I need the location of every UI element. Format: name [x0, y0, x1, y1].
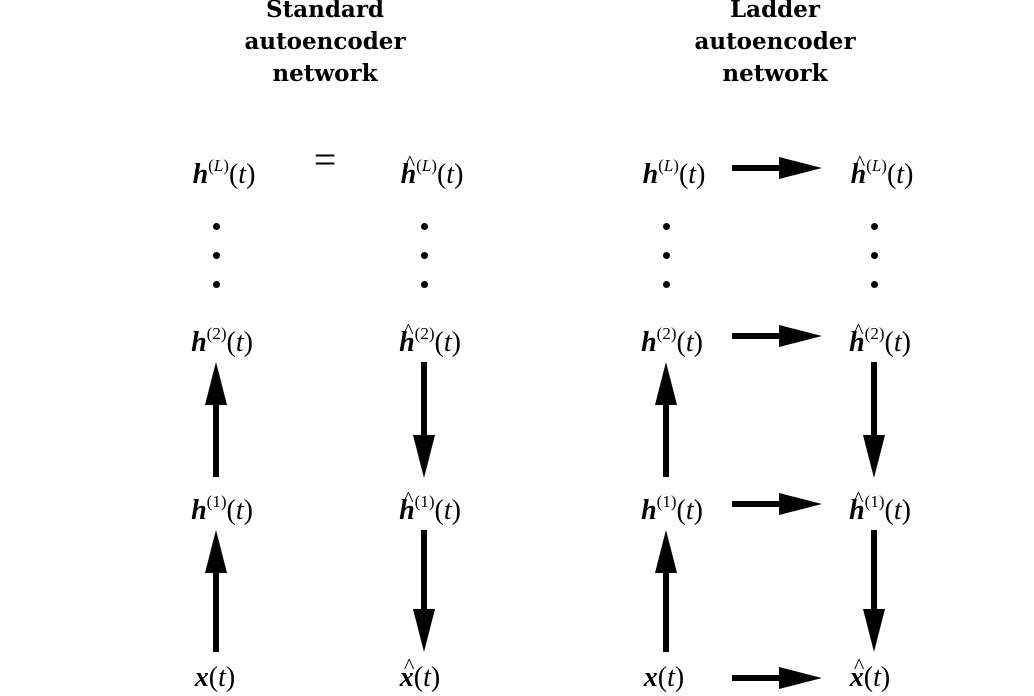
- ladder-encoder-top-label: h(L)(t): [642, 156, 706, 190]
- lateral-arrow-h2: [732, 325, 822, 347]
- standard-decoder-output-label: x(t): [350, 648, 490, 696]
- ladder-decoder-h2-label: h(2)(t): [810, 313, 950, 361]
- ellipsis-dot: [663, 252, 670, 259]
- ladder-decoder-top-label: h(L)(t): [812, 145, 952, 193]
- arrow-up-h1-to-h2: [655, 362, 677, 477]
- arrow-up-h1-to-h2: [205, 362, 227, 477]
- ellipsis-dot: [421, 223, 428, 230]
- ellipsis-dot: [213, 281, 220, 288]
- arrow-down-h1hat-to-xhat: [863, 530, 885, 652]
- standard-decoder-h2-label: h(2)(t): [360, 313, 500, 361]
- ellipsis-dot: [421, 281, 428, 288]
- ladder-encoder-input-label: x(t): [643, 662, 685, 693]
- standard-encoder-h1-label: h(1)(t): [191, 492, 253, 526]
- ladder-encoder-h1-label: h(1)(t): [641, 492, 703, 526]
- ellipsis-dot: [871, 223, 878, 230]
- arrow-up-x-to-h1: [205, 530, 227, 652]
- ladder-decoder-output-label: x(t): [800, 648, 940, 696]
- ladder-decoder-h1-label: h(1)(t): [810, 481, 950, 529]
- ladder-encoder-h2-label: h(2)(t): [641, 324, 703, 358]
- lateral-arrow-h1: [732, 493, 822, 515]
- ellipsis-dot: [213, 223, 220, 230]
- arrow-up-x-to-h1: [655, 530, 677, 652]
- standard-decoder-top-label: h(L)(t): [362, 145, 502, 193]
- ladder-network-title: Ladder autoencoder network: [694, 0, 856, 87]
- standard-decoder-h1-label: h(1)(t): [360, 481, 500, 529]
- ellipsis-dot: [213, 252, 220, 259]
- arrow-down-h2hat-to-h1hat: [413, 362, 435, 478]
- lateral-arrow-top: [732, 157, 822, 179]
- standard-encoder-h2-label: h(2)(t): [191, 324, 253, 358]
- lateral-arrow-input: [732, 667, 822, 689]
- arrow-down-h2hat-to-h1hat: [863, 362, 885, 478]
- standard-network-title: Standard autoencoder network: [244, 0, 406, 87]
- standard-encoder-top-label: h(L)(t): [192, 156, 256, 190]
- ellipsis-dot: [663, 281, 670, 288]
- standard-encoder-input-label: x(t): [194, 662, 236, 693]
- ellipsis-dot: [871, 252, 878, 259]
- ellipsis-dot: [421, 252, 428, 259]
- arrow-down-h1hat-to-xhat: [413, 530, 435, 652]
- ellipsis-dot: [663, 223, 670, 230]
- ellipsis-dot: [871, 281, 878, 288]
- equality-sign: =: [313, 137, 337, 182]
